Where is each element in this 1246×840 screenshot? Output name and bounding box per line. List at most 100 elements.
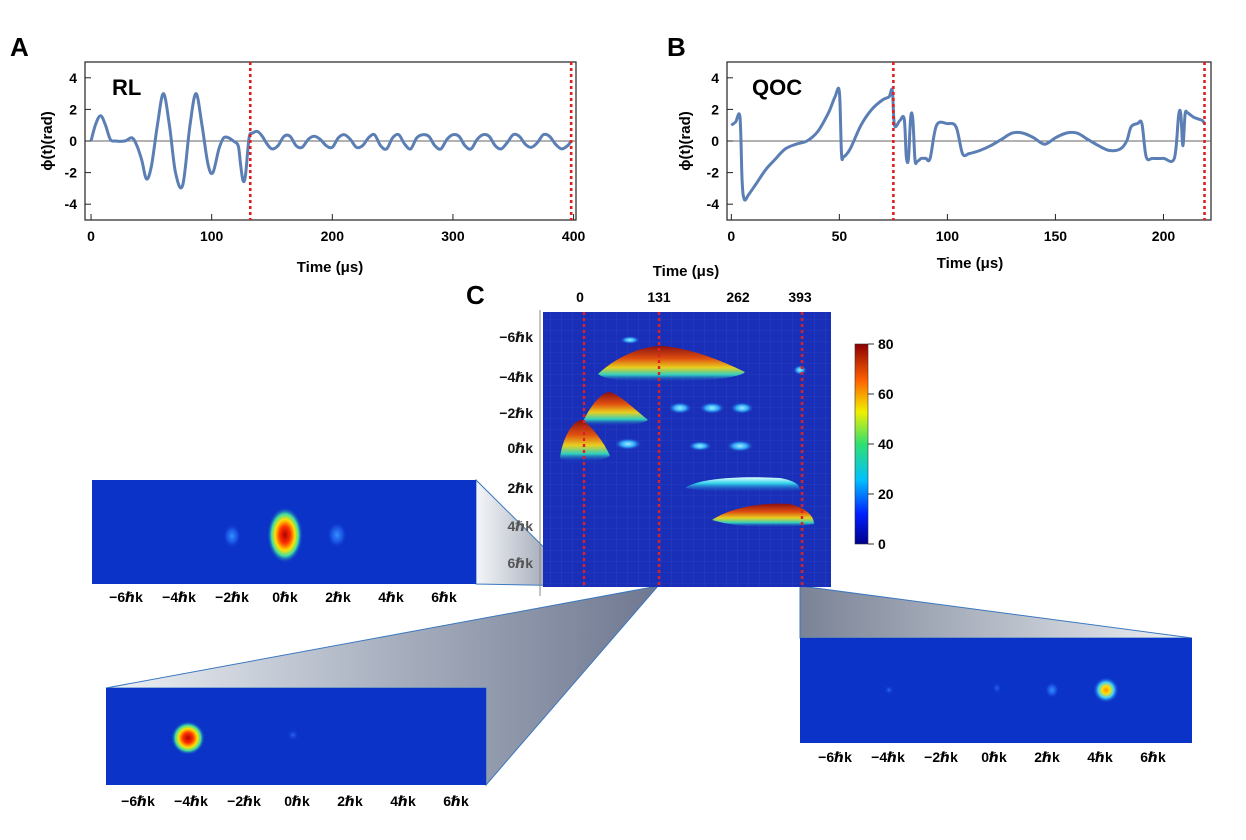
x-tick-label-a: 300: [441, 228, 465, 244]
y-tick-label-a: 4: [69, 70, 77, 86]
bump: [793, 365, 807, 375]
inset-t131: −6ℏk −4ℏk −2ℏk 0ℏk 2ℏk 4ℏk 6ℏk: [106, 688, 486, 809]
time-tick-label: 393: [788, 289, 812, 305]
series-tag-rl: RL: [112, 75, 141, 100]
momentum-tick-label: 2ℏk: [337, 793, 363, 809]
main-heatmap: [539, 310, 831, 596]
y-tick-label-a: 0: [69, 133, 77, 149]
ridge-minus4: [598, 346, 745, 382]
colorbar-tick-label: 80: [878, 336, 894, 352]
momentum-tick-label: −4ℏk: [174, 793, 208, 809]
bump: [614, 438, 642, 450]
time-tick-label: 0: [576, 289, 584, 305]
time-tick-label: 131: [647, 289, 671, 305]
plot-area-b: -4 -2 0 2 4 0 50 100 150 200: [707, 62, 1211, 244]
momentum-tick-label: −2ℏk: [215, 589, 249, 605]
panel-letter-c: C: [466, 280, 485, 310]
momentum-tick-label: −6ℏk: [121, 793, 155, 809]
x-tick-label-b: 150: [1044, 228, 1068, 244]
inset-ticks-t131: −6ℏk −4ℏk −2ℏk 0ℏk 2ℏk 4ℏk 6ℏk: [121, 793, 469, 809]
time-tick-label: 262: [726, 289, 750, 305]
momentum-tick-label: 0ℏk: [284, 793, 310, 809]
momentum-tick-label: 4ℏk: [390, 793, 416, 809]
momentum-tick-label: −6ℏk: [109, 589, 143, 605]
momentum-tick-label: −2ℏk: [227, 793, 261, 809]
momentum-tick-label: 6ℏk: [443, 793, 469, 809]
momentum-tick-label: 0ℏk: [272, 589, 298, 605]
bump: [688, 441, 712, 451]
x-tick-label-b: 100: [936, 228, 960, 244]
inset-t0: −6ℏk −4ℏk −2ℏk 0ℏk 2ℏk 4ℏk 6ℏk: [92, 480, 476, 605]
bump: [668, 402, 692, 414]
panel-letter-a: A: [10, 32, 29, 62]
bump: [730, 402, 754, 414]
momentum-peak: [1093, 677, 1119, 703]
colorbar-gradient: [854, 343, 869, 545]
x-tick-label-b: 0: [727, 228, 735, 244]
momentum-tick-label: 4ℏk: [378, 589, 404, 605]
momentum-sidepeak: [884, 685, 894, 695]
x-tick-label-b: 200: [1152, 228, 1176, 244]
colorbar-tick-label: 20: [878, 486, 894, 502]
inset-ticks-t0: −6ℏk −4ℏk −2ℏk 0ℏk 2ℏk 4ℏk 6ℏk: [109, 589, 457, 605]
phase-curve-b: [730, 86, 1206, 202]
y-axis-label-b: ϕ(t)(rad): [677, 111, 694, 171]
momentum-peak: [267, 507, 303, 563]
y-axis-label-a: ϕ(t)(rad): [39, 111, 56, 171]
ridge-minus2: [582, 392, 648, 427]
colorbar-tick-label: 0: [878, 536, 886, 552]
momentum-tick-label: 4ℏk: [1087, 749, 1113, 765]
y-tick-label-b: -4: [707, 196, 720, 212]
y-tick-label-a: 2: [69, 101, 77, 117]
momentum-tick-label: 6ℏk: [431, 589, 457, 605]
y-tick-label-a: -4: [65, 196, 78, 212]
momentum-sidepeak: [327, 522, 347, 548]
momentum-tick-label: −6ℏk: [818, 749, 852, 765]
momentum-tick-label: 2ℏk: [1034, 749, 1060, 765]
ridge-0: [560, 420, 610, 463]
momentum-peak: [171, 721, 205, 755]
bump: [699, 402, 725, 414]
heatmap-time-ticks: 0 131 262 393: [576, 289, 812, 305]
y-tick-label-b: -2: [707, 165, 720, 181]
plot-area-a: -4 -2 0 2 4 0 100 200 300 400: [65, 62, 585, 244]
momentum-tick-label: 6ℏk: [507, 555, 533, 571]
x-axis-label-a: Time (μs): [297, 259, 363, 276]
inset-ticks-t393: −6ℏk −4ℏk −2ℏk 0ℏk 2ℏk 4ℏk 6ℏk: [818, 749, 1166, 765]
zoom-connector-393: [799, 585, 1193, 639]
y-tick-label-b: 4: [711, 70, 719, 86]
x-axis-label-b: Time (μs): [937, 255, 1003, 272]
momentum-tick-label: 6ℏk: [1140, 749, 1166, 765]
momentum-tick-label: 0ℏk: [507, 440, 533, 456]
x-tick-label-a: 200: [321, 228, 345, 244]
colorbar-ticks: 80 60 40 20 0: [868, 336, 894, 552]
x-tick-label-b: 50: [832, 228, 848, 244]
momentum-tick-label: −4ℏk: [499, 369, 533, 385]
y-tick-label-b: 2: [711, 101, 719, 117]
momentum-tick-label: −4ℏk: [871, 749, 905, 765]
inset-t393: −6ℏk −4ℏk −2ℏk 0ℏk 2ℏk 4ℏk 6ℏk: [800, 638, 1192, 765]
momentum-sidepeak: [1045, 682, 1059, 698]
colorbar-tick-label: 60: [878, 386, 894, 402]
colorbar: 80 60 40 20 0: [854, 336, 894, 552]
y-tick-label-a: -2: [65, 165, 78, 181]
momentum-tick-label: 0ℏk: [981, 749, 1007, 765]
y-tick-label-b: 0: [711, 133, 719, 149]
momentum-tick-label: −4ℏk: [162, 589, 196, 605]
x-tick-label-a: 100: [200, 228, 224, 244]
panel-b: B QOC ϕ(t)(rad) Time (μs) -4 -2 0 2 4 0 50 100 1…: [667, 32, 1212, 272]
panel-letter-b: B: [667, 32, 686, 62]
panel-c: C Time (μs): [105, 263, 1193, 787]
momentum-sidepeak: [287, 729, 299, 741]
x-axis-label-c: Time (μs): [653, 263, 719, 280]
phase-curve-a: [89, 92, 573, 190]
momentum-tick-label: −2ℏk: [924, 749, 958, 765]
momentum-tick-label: −2ℏk: [499, 405, 533, 421]
momentum-sidepeak: [992, 682, 1002, 694]
bump: [726, 440, 754, 452]
colorbar-tick-label: 40: [878, 436, 894, 452]
momentum-sidepeak: [223, 524, 241, 548]
series-tag-qoc: QOC: [752, 75, 802, 100]
panel-a: A RL ϕ(t)(rad) Time (μs) -4 -2 0 2 4 0 100 200 3…: [10, 32, 585, 276]
momentum-tick-label: 2ℏk: [507, 480, 533, 496]
